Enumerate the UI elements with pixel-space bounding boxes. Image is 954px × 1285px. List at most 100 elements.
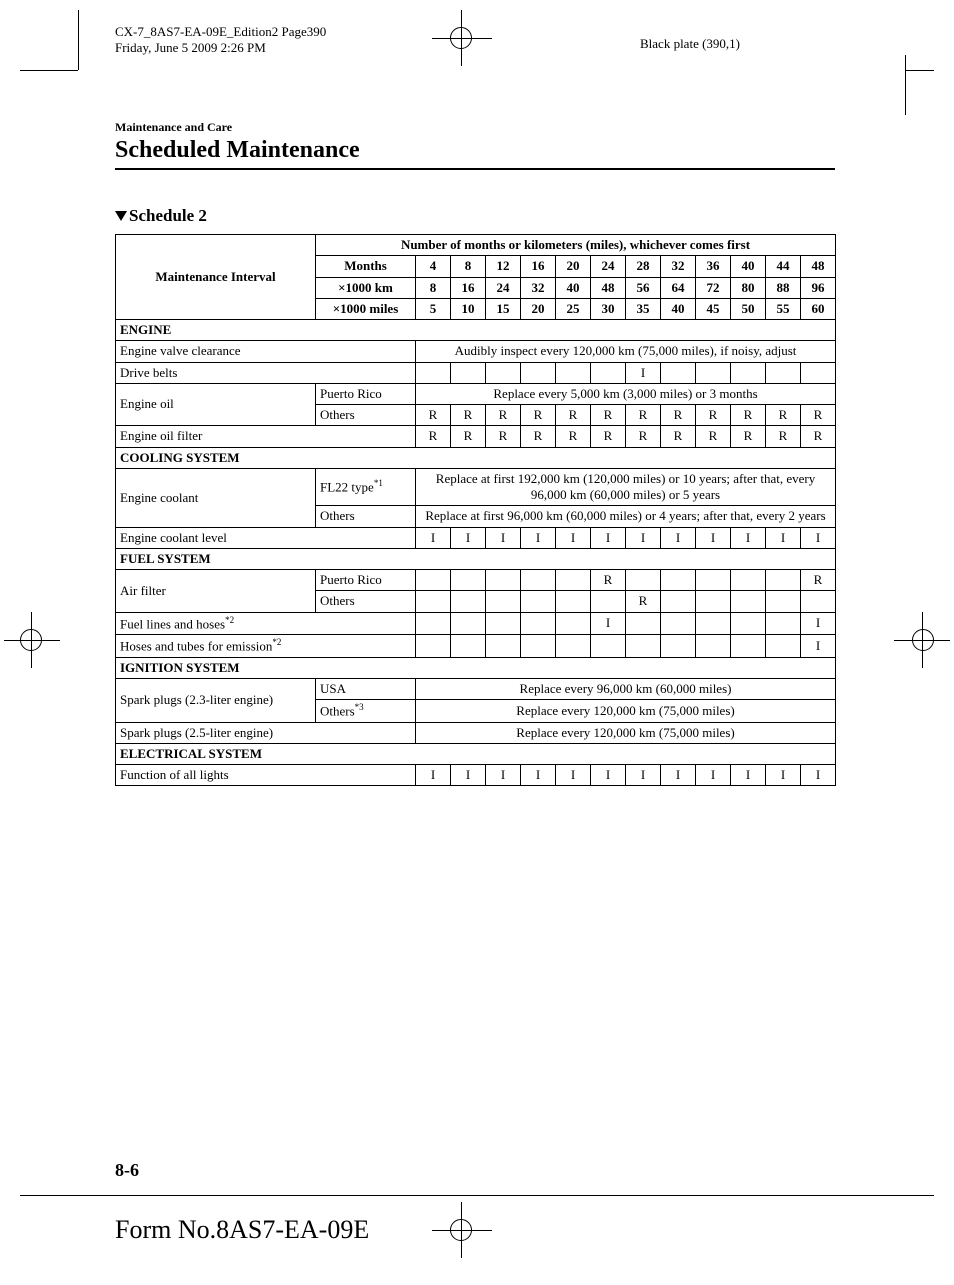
maintenance-cell: I xyxy=(451,765,486,786)
maintenance-cell: I xyxy=(801,635,836,658)
unit-value: 44 xyxy=(766,256,801,277)
maintenance-cell: I xyxy=(486,527,521,548)
maintenance-cell xyxy=(521,570,556,591)
maintenance-cell: R xyxy=(521,405,556,426)
maintenance-cell xyxy=(626,635,661,658)
table-row: FUEL SYSTEM xyxy=(116,548,836,569)
maintenance-cell xyxy=(451,591,486,612)
maintenance-cell xyxy=(626,612,661,635)
table-row: Engine oil filterRRRRRRRRRRRR xyxy=(116,426,836,447)
maintenance-cell: R xyxy=(696,405,731,426)
maintenance-cell: I xyxy=(766,527,801,548)
section-header: IGNITION SYSTEM xyxy=(116,657,836,678)
section-header: ENGINE xyxy=(116,320,836,341)
unit-value: 16 xyxy=(521,256,556,277)
unit-value: 8 xyxy=(416,277,451,298)
maintenance-cell xyxy=(661,570,696,591)
maintenance-note: Audibly inspect every 120,000 km (75,000… xyxy=(416,341,836,362)
maintenance-cell: I xyxy=(626,765,661,786)
unit-value: 32 xyxy=(521,277,556,298)
unit-label: ×1000 miles xyxy=(316,298,416,319)
maintenance-cell: R xyxy=(486,405,521,426)
maintenance-cell: I xyxy=(766,765,801,786)
maintenance-cell: I xyxy=(591,765,626,786)
maintenance-cell: R xyxy=(591,405,626,426)
unit-value: 45 xyxy=(696,298,731,319)
maintenance-cell: R xyxy=(661,426,696,447)
unit-value: 20 xyxy=(521,298,556,319)
maintenance-cell: I xyxy=(591,527,626,548)
maintenance-cell: R xyxy=(591,426,626,447)
maintenance-item: Engine coolant xyxy=(116,468,316,527)
section-label: Maintenance and Care xyxy=(115,120,835,135)
table-row: Hoses and tubes for emission*2I xyxy=(116,635,836,658)
maintenance-cell xyxy=(521,591,556,612)
maintenance-interval-label: Maintenance Interval xyxy=(116,235,316,320)
unit-value: 10 xyxy=(451,298,486,319)
maintenance-subitem: Puerto Rico xyxy=(316,383,416,404)
maintenance-cell: R xyxy=(626,405,661,426)
maintenance-cell: R xyxy=(591,570,626,591)
maintenance-cell: R xyxy=(696,426,731,447)
maintenance-cell xyxy=(591,362,626,383)
maintenance-cell: I xyxy=(731,527,766,548)
maintenance-item: Fuel lines and hoses*2 xyxy=(116,612,416,635)
maintenance-cell xyxy=(661,612,696,635)
unit-value: 28 xyxy=(626,256,661,277)
maintenance-cell xyxy=(451,635,486,658)
maintenance-cell: I xyxy=(696,765,731,786)
maintenance-note: Replace every 5,000 km (3,000 miles) or … xyxy=(416,383,836,404)
maintenance-item: Engine coolant level xyxy=(116,527,416,548)
maintenance-note: Replace at first 192,000 km (120,000 mil… xyxy=(416,468,836,506)
maintenance-cell xyxy=(556,635,591,658)
maintenance-cell: R xyxy=(556,426,591,447)
maintenance-note: Replace every 120,000 km (75,000 miles) xyxy=(416,700,836,723)
maintenance-cell: I xyxy=(731,765,766,786)
maintenance-item: Air filter xyxy=(116,570,316,613)
table-row: Fuel lines and hoses*2II xyxy=(116,612,836,635)
maintenance-cell xyxy=(486,591,521,612)
unit-value: 40 xyxy=(661,298,696,319)
maintenance-cell xyxy=(696,362,731,383)
header-doc-meta: CX-7_8AS7-EA-09E_Edition2 Page390 Friday… xyxy=(115,24,326,57)
unit-value: 24 xyxy=(591,256,626,277)
unit-value: 40 xyxy=(731,256,766,277)
maintenance-cell xyxy=(731,591,766,612)
doc-line-1: CX-7_8AS7-EA-09E_Edition2 Page390 xyxy=(115,24,326,40)
maintenance-cell: I xyxy=(416,765,451,786)
table-row: Air filterPuerto RicoRR xyxy=(116,570,836,591)
table-row: Engine coolant levelIIIIIIIIIIII xyxy=(116,527,836,548)
maintenance-cell: R xyxy=(801,426,836,447)
unit-value: 16 xyxy=(451,277,486,298)
maintenance-cell: I xyxy=(661,765,696,786)
maintenance-cell xyxy=(696,591,731,612)
table-row: ELECTRICAL SYSTEM xyxy=(116,743,836,764)
unit-value: 30 xyxy=(591,298,626,319)
footer-form-number: Form No.8AS7-EA-09E xyxy=(115,1215,369,1245)
maintenance-cell: R xyxy=(626,426,661,447)
crop-mark xyxy=(78,10,79,70)
maintenance-cell: R xyxy=(731,405,766,426)
maintenance-cell xyxy=(696,612,731,635)
maintenance-cell: I xyxy=(486,765,521,786)
maintenance-cell xyxy=(766,570,801,591)
unit-value: 8 xyxy=(451,256,486,277)
unit-value: 60 xyxy=(801,298,836,319)
maintenance-note: Replace at first 96,000 km (60,000 miles… xyxy=(416,506,836,527)
maintenance-subitem: FL22 type*1 xyxy=(316,468,416,506)
maintenance-cell xyxy=(416,570,451,591)
maintenance-cell: R xyxy=(416,426,451,447)
maintenance-cell xyxy=(486,362,521,383)
maintenance-item: Spark plugs (2.5-liter engine) xyxy=(116,722,416,743)
table-row: Engine coolantFL22 type*1Replace at firs… xyxy=(116,468,836,506)
maintenance-cell: I xyxy=(521,765,556,786)
maintenance-cell xyxy=(486,570,521,591)
table-row: COOLING SYSTEM xyxy=(116,447,836,468)
title-rule xyxy=(115,168,835,170)
maintenance-cell xyxy=(766,591,801,612)
maintenance-cell: I xyxy=(451,527,486,548)
maintenance-cell xyxy=(416,612,451,635)
maintenance-cell xyxy=(416,362,451,383)
section-header: COOLING SYSTEM xyxy=(116,447,836,468)
unit-label: Months xyxy=(316,256,416,277)
